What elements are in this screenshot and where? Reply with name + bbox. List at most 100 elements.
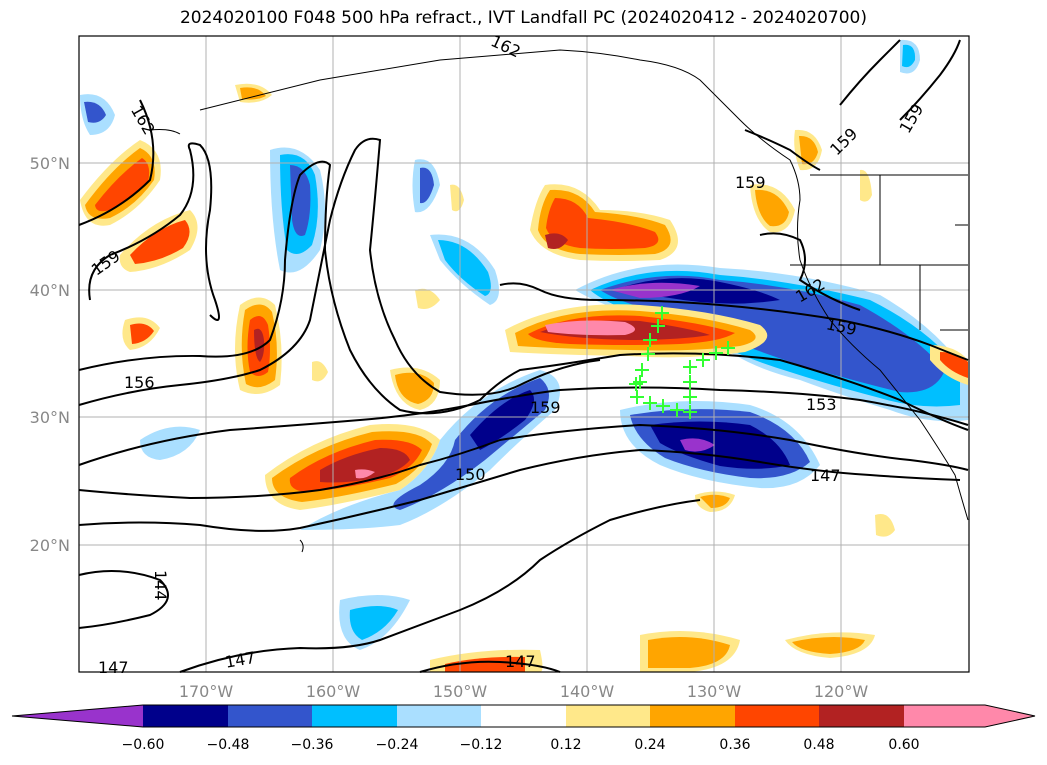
colorbar-segment [650, 705, 735, 727]
colorbar-tick-label: −0.36 [291, 737, 334, 753]
pos-region-5 [545, 320, 635, 336]
lon-label: 160°W [306, 682, 361, 701]
colorbar-tick-label: 0.12 [550, 737, 581, 753]
landfall-marker [651, 319, 665, 333]
landfall-marker [655, 306, 669, 320]
neg-region-26 [349, 606, 398, 640]
contour-lines [78, 39, 969, 673]
lat-label: 50°N [30, 154, 70, 173]
colorbar-tick-label: 0.60 [888, 737, 919, 753]
landfall-marker [643, 396, 657, 410]
landfall-marker [683, 390, 697, 404]
neg-region-8 [650, 421, 790, 469]
pos-region-41 [415, 288, 440, 309]
neg-region-3 [600, 275, 945, 393]
coastlines [149, 49, 969, 553]
colorbar-segment [566, 705, 650, 727]
neg-region-12 [470, 390, 534, 450]
latitude-labels: 50°N 40°N 30°N 20°N [30, 154, 70, 555]
colorbar-outline [11, 704, 1036, 728]
colorbar-segment [143, 705, 228, 727]
colorbar-segment [228, 705, 312, 727]
landfall-marker [630, 390, 644, 404]
contour-label: 159 [530, 398, 561, 417]
colorbar-tick-label: −0.24 [376, 737, 419, 753]
neg-region-17 [438, 240, 491, 296]
contour-label: 156 [124, 373, 155, 392]
neg-region-21 [902, 44, 916, 68]
contour-label: 159 [735, 173, 766, 192]
pos-region-47 [312, 361, 328, 382]
pos-region-31 [648, 636, 730, 668]
neg-region-23 [420, 167, 434, 204]
colorbar-tick-label: 0.24 [634, 737, 665, 753]
pos-region-33 [445, 656, 525, 672]
lat-label: 30°N [30, 408, 70, 427]
neg-region-24 [140, 426, 200, 460]
colorbar-low-extend [12, 705, 143, 727]
pos-region-19 [130, 220, 190, 264]
colorbar: −0.60 −0.48 −0.36 −0.24 −0.12 0.12 0.24 … [11, 704, 1036, 753]
colorbar-tick-label: 0.36 [719, 737, 750, 753]
pos-region-17 [95, 158, 150, 212]
landfall-marker [696, 353, 710, 367]
contour-label: 147 [98, 658, 129, 677]
pos-region-43 [130, 323, 154, 344]
map-frame [78, 35, 970, 673]
lon-label: 170°W [179, 682, 234, 701]
pos-region-46 [940, 352, 968, 378]
landfall-marker [709, 346, 723, 360]
colorbar-tick-label: 0.48 [803, 737, 834, 753]
lat-label: 20°N [30, 536, 70, 555]
pos-region-37 [700, 494, 730, 508]
contour-label: 144 [151, 570, 170, 601]
pos-region-44 [860, 169, 872, 202]
colorbar-segment [312, 705, 397, 727]
colorbar-high-extend [904, 705, 1035, 727]
pos-region-14 [355, 469, 375, 479]
pos-region-35 [792, 636, 865, 654]
lon-label: 140°W [560, 682, 615, 701]
landfall-markers [629, 306, 735, 419]
pos-region-9 [545, 233, 568, 249]
neg-region-15 [290, 165, 311, 236]
landfall-marker [635, 363, 649, 377]
colorbar-tick-label: −0.12 [460, 737, 503, 753]
landfall-marker [641, 347, 655, 361]
neg-region-9 [680, 438, 715, 452]
landfall-marker [683, 375, 697, 389]
colorbar-segment [397, 705, 481, 727]
colorbar-segment [819, 705, 904, 727]
landfall-marker [721, 341, 735, 355]
lat-label: 40°N [30, 281, 70, 300]
colorbar-segment [481, 705, 566, 727]
pos-region-27 [755, 189, 789, 227]
pos-region-29 [799, 135, 818, 165]
pos-region-23 [254, 328, 265, 362]
pos-region-40 [240, 87, 266, 100]
contour-label: 150 [455, 465, 486, 484]
pos-region-8 [546, 198, 659, 249]
grid-lines [79, 36, 969, 672]
colorbar-segment [735, 705, 819, 727]
landfall-marker [643, 333, 657, 347]
contour-label: 147 [810, 466, 841, 485]
landfall-marker [656, 399, 670, 413]
contour-label: 153 [806, 395, 837, 414]
neg-region-19 [84, 101, 106, 123]
map-title: 2024020100 F048 500 hPa refract., IVT La… [179, 8, 867, 28]
colorbar-tick-label: −0.60 [122, 737, 165, 753]
lon-label: 120°W [814, 682, 869, 701]
pos-region-38 [875, 514, 895, 537]
lon-label: 130°W [687, 682, 742, 701]
landfall-marker [629, 377, 643, 391]
landfall-marker [670, 403, 684, 417]
pos-region-13 [320, 448, 410, 483]
longitude-labels: 170°W 160°W 150°W 140°W 130°W 120°W [179, 682, 869, 701]
lon-label: 150°W [433, 682, 488, 701]
landfall-marker [683, 405, 697, 419]
contour-label: 147 [505, 652, 536, 671]
landfall-marker [683, 360, 697, 374]
colorbar-tick-label: −0.48 [207, 737, 250, 753]
